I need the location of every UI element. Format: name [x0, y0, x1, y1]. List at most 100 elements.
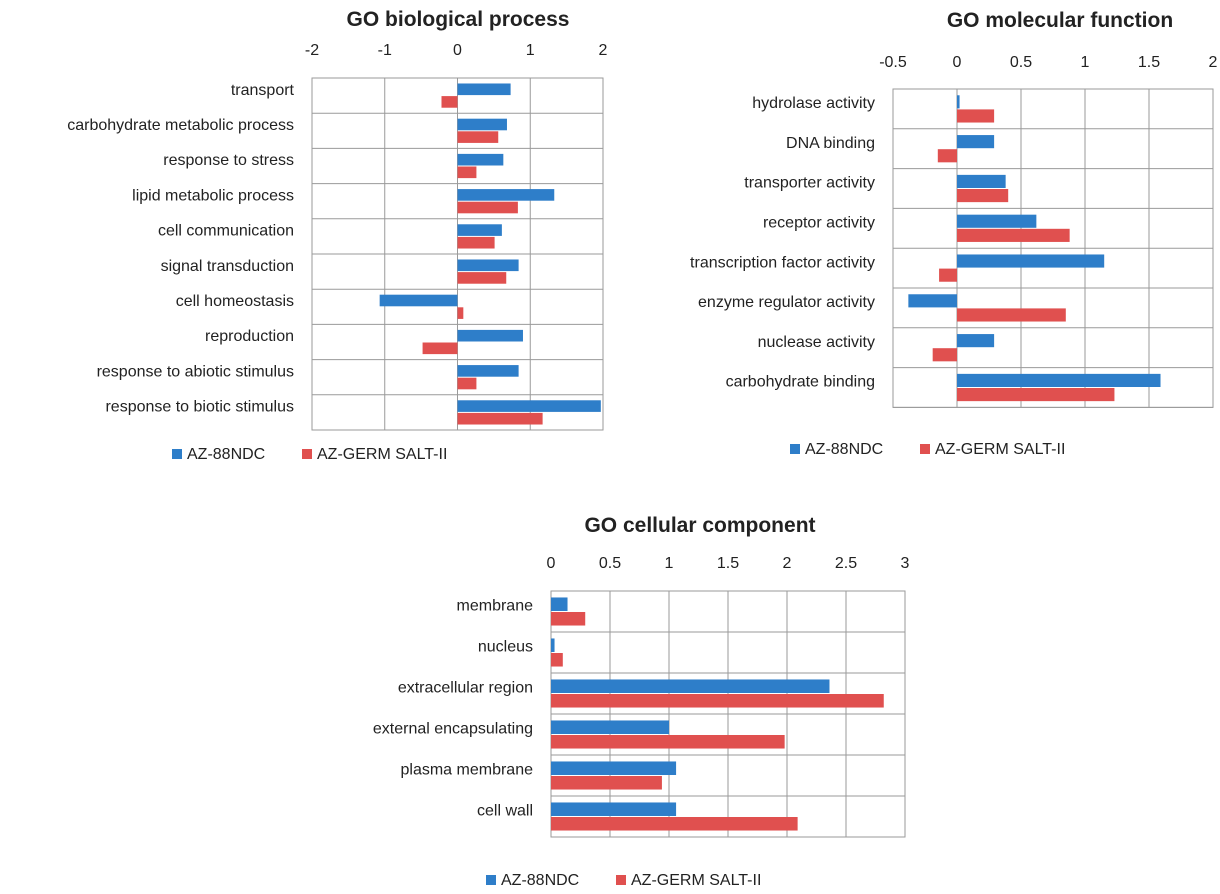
category-label: carbohydrate metabolic process: [67, 117, 294, 134]
category-label: DNA binding: [786, 135, 875, 152]
bar-az-germ-salt-ii: [937, 149, 957, 163]
category-label: cell wall: [477, 803, 533, 820]
x-tick-label: 2.5: [835, 555, 857, 572]
bar-az-germ-salt-ii: [957, 228, 1070, 242]
category-label: nuclease activity: [758, 334, 875, 351]
x-tick-label: 3: [901, 555, 910, 572]
bar-az-germ-salt-ii: [457, 166, 477, 179]
category-label: membrane: [457, 598, 534, 615]
x-tick-label: -1: [378, 42, 392, 59]
bar-az-88ndc: [457, 365, 519, 377]
bar-az-88ndc: [957, 373, 1161, 387]
bar-az-germ-salt-ii: [551, 735, 785, 749]
plot-frame: [550, 590, 906, 838]
category-label: transcription factor activity: [690, 254, 875, 271]
bar-az-88ndc: [379, 294, 458, 307]
bar-az-88ndc: [957, 334, 995, 348]
molecular-function-title: GO molecular function: [947, 9, 1173, 32]
category-label: receptor activity: [763, 215, 875, 232]
bar-az-germ-salt-ii: [939, 268, 957, 282]
plot-frame: [311, 77, 604, 431]
bar-az-88ndc: [908, 294, 957, 308]
bar-az-88ndc: [551, 802, 677, 816]
bar-az-88ndc: [457, 224, 502, 236]
x-tick-label: 1: [1081, 54, 1090, 71]
category-label: nucleus: [478, 639, 533, 656]
bar-az-88ndc: [551, 679, 830, 693]
bar-az-germ-salt-ii: [457, 131, 499, 143]
legend-label: AZ-88NDC: [805, 441, 883, 458]
bar-az-germ-salt-ii: [957, 308, 1066, 322]
bar-az-germ-salt-ii: [551, 694, 884, 708]
bar-az-germ-salt-ii: [932, 348, 957, 362]
legend-swatch: [790, 444, 800, 454]
category-label: response to biotic stimulus: [105, 399, 294, 416]
bar-az-88ndc: [551, 597, 568, 611]
x-tick-label: 1: [526, 42, 535, 59]
bar-az-germ-salt-ii: [551, 776, 662, 790]
x-tick-label: 0: [453, 42, 462, 59]
category-label: transporter activity: [744, 175, 875, 192]
x-tick-label: 2: [599, 42, 608, 59]
cellular-component-title: GO cellular component: [584, 514, 815, 537]
bar-az-88ndc: [457, 259, 519, 272]
cellular-component-legend: AZ-88NDC AZ-GERM SALT-II: [486, 872, 761, 889]
biological-process-title: GO biological process: [347, 8, 570, 31]
molecular-function-chart: GO molecular function -0.5 0 0.5 1 1.5 2 hydrol…: [690, 9, 1218, 458]
category-label: carbohydrate binding: [726, 374, 875, 391]
bar-az-88ndc: [551, 720, 669, 734]
bar-az-germ-salt-ii: [957, 109, 995, 123]
category-label: lipid metabolic process: [132, 187, 294, 204]
legend-label: AZ-GERM SALT-II: [317, 446, 447, 463]
category-label: reproduction: [205, 328, 294, 345]
bar-az-germ-salt-ii: [422, 342, 458, 355]
legend-swatch: [172, 449, 182, 459]
legend-swatch: [486, 875, 496, 885]
bar-az-88ndc: [957, 254, 1105, 268]
plot-frame: [892, 88, 1214, 408]
bar-az-germ-salt-ii: [457, 272, 507, 284]
bar-az-88ndc: [551, 638, 555, 652]
legend-label: AZ-88NDC: [187, 446, 265, 463]
bar-az-germ-salt-ii: [551, 653, 563, 667]
category-label: enzyme regulator activity: [698, 294, 875, 311]
x-tick-label: -2: [305, 42, 319, 59]
bar-az-germ-salt-ii: [957, 388, 1115, 402]
x-tick-label: 1: [665, 555, 674, 572]
category-label: cell homeostasis: [176, 293, 294, 310]
bar-az-88ndc: [457, 189, 555, 201]
x-tick-label: 0: [953, 54, 962, 71]
bar-az-germ-salt-ii: [441, 96, 458, 108]
bar-az-88ndc: [551, 761, 677, 775]
bar-az-88ndc: [957, 95, 960, 109]
bar-az-germ-salt-ii: [457, 377, 477, 390]
legend-swatch: [302, 449, 312, 459]
category-label: extracellular region: [398, 680, 533, 697]
legend-label: AZ-88NDC: [501, 872, 579, 889]
category-label: response to stress: [163, 152, 294, 169]
bar-az-88ndc: [457, 153, 504, 166]
bar-az-germ-salt-ii: [457, 412, 543, 425]
legend-swatch: [616, 875, 626, 885]
category-label: transport: [231, 82, 295, 99]
bar-az-88ndc: [957, 135, 995, 149]
category-label: external encapsulating: [373, 721, 533, 738]
x-tick-label: 1.5: [1138, 54, 1160, 71]
legend-swatch: [920, 444, 930, 454]
x-tick-label: 1.5: [717, 555, 739, 572]
bar-az-88ndc: [457, 329, 523, 342]
category-label: signal transduction: [161, 258, 294, 275]
category-label: plasma membrane: [401, 762, 534, 779]
category-label: response to abiotic stimulus: [97, 363, 294, 380]
bar-az-germ-salt-ii: [957, 189, 1009, 203]
category-label: cell communication: [158, 223, 294, 240]
bar-az-88ndc: [457, 118, 507, 131]
x-tick-label: 0.5: [599, 555, 621, 572]
bar-az-88ndc: [957, 214, 1037, 228]
category-label: hydrolase activity: [752, 95, 875, 112]
biological-process-legend: AZ-88NDC AZ-GERM SALT-II: [172, 446, 447, 463]
molecular-function-legend: AZ-88NDC AZ-GERM SALT-II: [790, 441, 1065, 458]
x-tick-label: -0.5: [879, 54, 907, 71]
x-tick-label: 2: [783, 555, 792, 572]
